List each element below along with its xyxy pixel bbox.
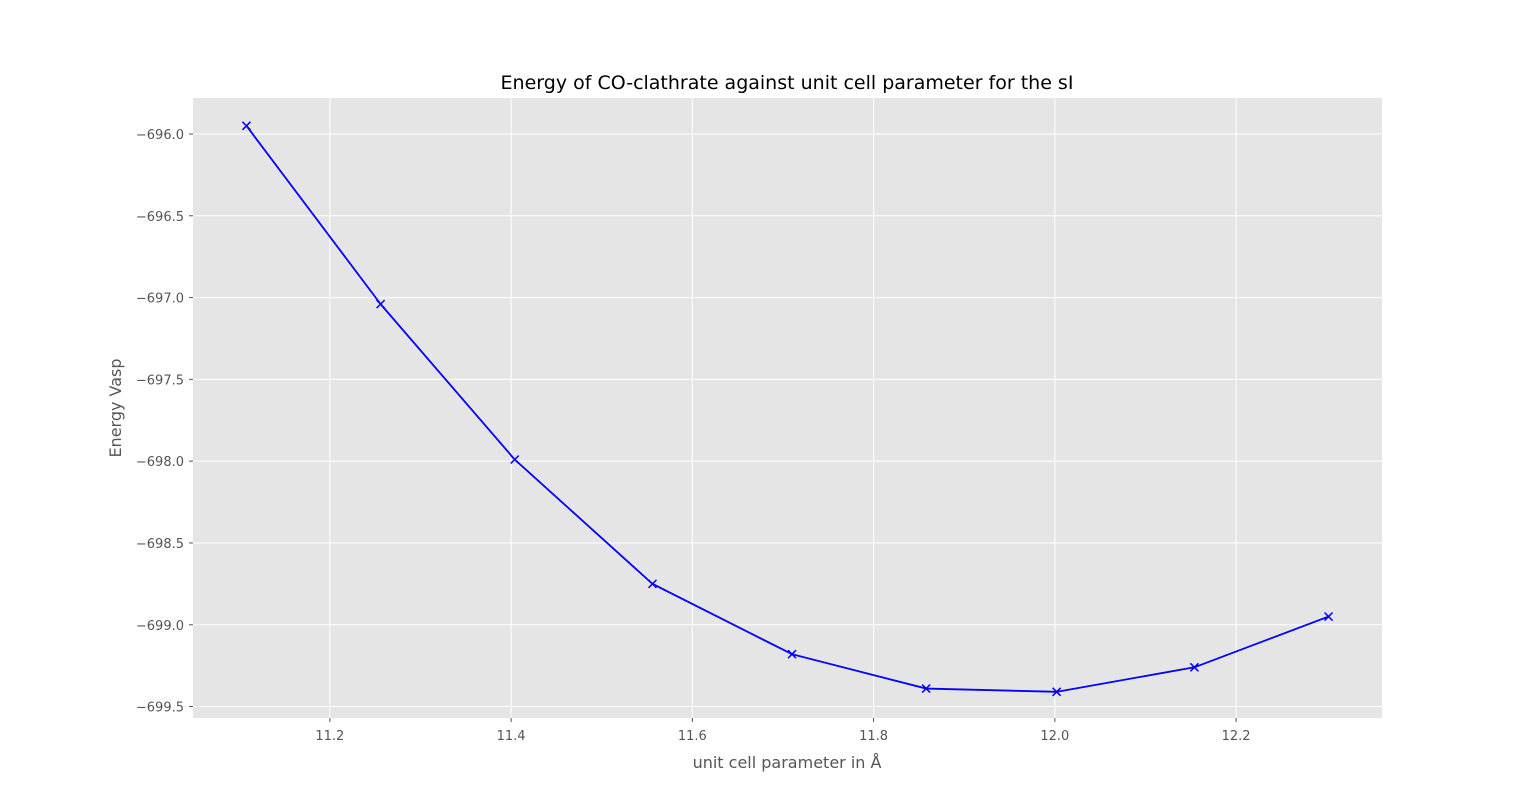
y-tick-label: −697.5: [136, 373, 184, 388]
y-tick-label: −699.0: [136, 619, 184, 634]
x-tick-label: 12.0: [1040, 729, 1069, 744]
y-tick-label: −699.5: [136, 701, 184, 716]
x-tick-labels: 11.2 11.4 11.6 11.8 12.0 12.2: [315, 718, 1251, 744]
y-axis-label: Energy Vasp: [106, 358, 125, 457]
data-point: [1189, 662, 1199, 672]
y-tick-label: −696.0: [136, 128, 184, 143]
x-tick-label: 11.2: [315, 729, 344, 744]
y-gridlines: [193, 133, 1382, 708]
x-tick-label: 11.8: [859, 729, 888, 744]
x-gridlines: [329, 98, 1237, 718]
series-layer: [241, 121, 1334, 697]
data-point: [241, 121, 251, 131]
data-point: [376, 299, 386, 309]
chart-title: Energy of CO-clathrate against unit cell…: [501, 72, 1074, 94]
data-point: [1324, 612, 1334, 622]
x-tick-label: 12.2: [1222, 729, 1251, 744]
data-point: [647, 579, 657, 589]
y-tick-label: −698.5: [136, 537, 184, 552]
data-point: [921, 684, 931, 694]
x-tick-label: 11.6: [678, 729, 707, 744]
data-point: [510, 455, 520, 465]
x-tick-label: 11.4: [497, 729, 526, 744]
y-tick-label: −698.0: [136, 455, 184, 470]
y-tick-label: −696.5: [136, 210, 184, 225]
y-tick-labels: −696.0 −696.5 −697.0 −697.5 −698.0 −698.5 −699…: [136, 128, 193, 716]
data-point: [787, 649, 797, 659]
data-point: [1052, 687, 1062, 697]
x-axis-label: unit cell parameter in Å: [693, 753, 882, 772]
plot-area: [193, 98, 1382, 718]
y-tick-label: −697.0: [136, 292, 184, 307]
